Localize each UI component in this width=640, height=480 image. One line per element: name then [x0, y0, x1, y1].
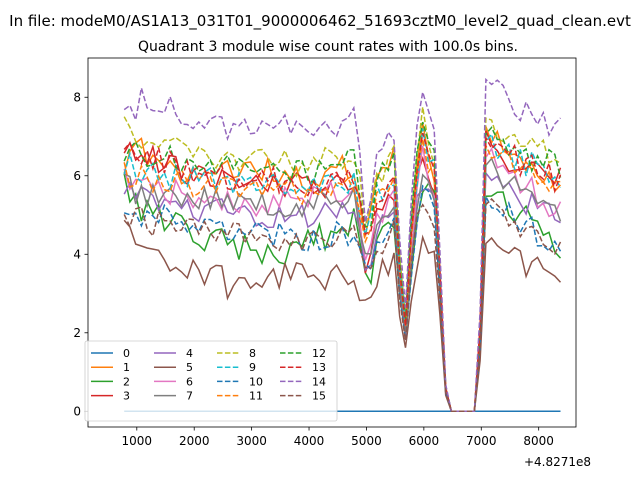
- series-line-6: [123, 145, 562, 413]
- legend-label: 10: [249, 375, 263, 388]
- x-tick-label: 2000: [179, 434, 210, 448]
- legend-label: 4: [186, 347, 193, 360]
- legend-label: 3: [123, 390, 130, 403]
- y-tick-label: 4: [73, 247, 81, 261]
- legend-label: 5: [186, 361, 193, 374]
- legend-item: 11: [217, 390, 263, 403]
- series-line-1: [123, 122, 562, 413]
- x-axis-offset-label: +4.8271e8: [524, 455, 591, 469]
- legend-label: 0: [123, 347, 130, 360]
- legend-item: 14: [280, 375, 326, 388]
- x-tick-label: 6000: [409, 434, 440, 448]
- legend-label: 8: [249, 347, 256, 360]
- x-axis: 1000 2000 3000 4000 5000 6000 7000 8000: [122, 427, 554, 448]
- legend-item: 15: [280, 390, 326, 403]
- series-line-15: [123, 197, 562, 413]
- legend-item: 4: [154, 347, 193, 360]
- series-line-7: [123, 157, 562, 413]
- legend-label: 6: [186, 375, 193, 388]
- legend-label: 2: [123, 375, 130, 388]
- y-tick-label: 0: [73, 404, 81, 418]
- legend-item: 8: [217, 347, 256, 360]
- legend-label: 9: [249, 361, 256, 374]
- legend-label: 11: [249, 390, 263, 403]
- series-lines: [123, 77, 562, 413]
- plot-frame: [87, 57, 577, 428]
- x-tick-label: 8000: [523, 434, 554, 448]
- series-line-14: [123, 77, 562, 413]
- legend-label: 1: [123, 361, 130, 374]
- y-tick-label: 6: [73, 169, 81, 183]
- legend-item: 3: [91, 390, 130, 403]
- y-tick-label: 2: [73, 326, 81, 340]
- legend-item: 1: [91, 361, 130, 374]
- chart-title: Quadrant 3 module wise count rates with …: [138, 39, 518, 55]
- legend-item: 13: [280, 361, 326, 374]
- series-line-11: [123, 138, 561, 413]
- legend-item: 12: [280, 347, 326, 360]
- legend-box: [84, 340, 338, 422]
- legend-item: 2: [91, 375, 130, 388]
- legend-label: 12: [312, 347, 326, 360]
- legend-item: 5: [154, 361, 193, 374]
- y-tick-label: 8: [73, 90, 81, 104]
- x-tick-label: 5000: [351, 434, 382, 448]
- x-tick-label: 4000: [294, 434, 325, 448]
- plot-area: [87, 57, 577, 428]
- figure-suptitle: In file: modeM0/AS1A13_031T01_9000006462…: [9, 12, 631, 31]
- legend-label: 15: [312, 390, 326, 403]
- x-tick-label: 1000: [122, 434, 153, 448]
- x-tick-label: 7000: [466, 434, 497, 448]
- series-line-10: [123, 184, 562, 413]
- legend-label: 14: [312, 375, 326, 388]
- legend-item: 0: [91, 347, 130, 360]
- series-line-9: [123, 128, 562, 413]
- series-line-4: [123, 171, 561, 413]
- legend-item: 10: [217, 375, 263, 388]
- legend-item: 6: [154, 375, 193, 388]
- series-line-8: [123, 106, 561, 413]
- legend-item: 7: [154, 390, 193, 403]
- x-tick-label: 3000: [236, 434, 267, 448]
- series-line-12: [123, 121, 562, 413]
- legend-item: 9: [217, 361, 256, 374]
- legend-label: 7: [186, 390, 193, 403]
- series-line-5: [123, 219, 562, 413]
- legend-label: 13: [312, 361, 326, 374]
